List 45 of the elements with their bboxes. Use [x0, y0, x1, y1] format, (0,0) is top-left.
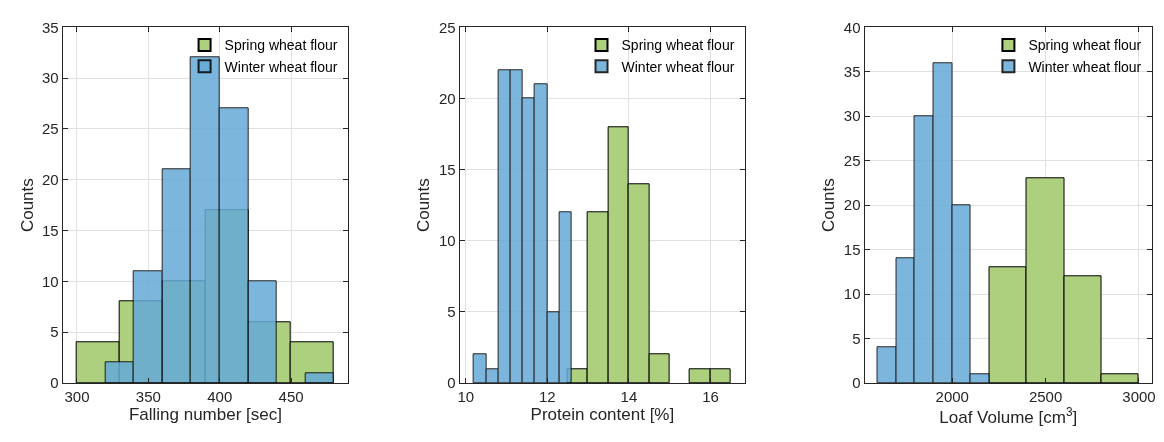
- legend-label: Winter wheat flour: [224, 58, 338, 75]
- legend-label: Winter wheat flour: [621, 58, 735, 75]
- x-tick-label: 12: [538, 388, 556, 406]
- y-tick-label: 5: [50, 323, 59, 341]
- x-tick-label: 450: [278, 388, 304, 406]
- x-tick-label: 2500: [1028, 388, 1063, 406]
- x-tick-label: 350: [135, 388, 161, 406]
- x-tick-label: 300: [64, 388, 90, 406]
- x-tick-label: 2000: [935, 388, 969, 406]
- y-tick-label: 20: [438, 89, 456, 107]
- y-axis-title: Counts: [819, 178, 839, 233]
- y-tick-label: 25: [438, 18, 456, 36]
- x-tick-label: 14: [620, 388, 638, 406]
- y-axis-title: Counts: [414, 178, 434, 233]
- y-tick-label: 10: [42, 272, 59, 290]
- y-tick-label: 25: [843, 151, 861, 169]
- y-tick-label: 20: [843, 196, 861, 214]
- x-tick-label: 16: [702, 388, 719, 406]
- y-tick-label: 10: [843, 285, 861, 303]
- y-tick-label: 0: [447, 374, 456, 392]
- y-tick-label: 20: [42, 170, 59, 188]
- y-tick-label: 5: [852, 329, 861, 347]
- y-tick-label: 30: [843, 107, 861, 125]
- y-tick-label: 10: [438, 231, 456, 249]
- legend-label: Spring wheat flour: [224, 37, 338, 54]
- y-tick-label: 25: [42, 120, 59, 138]
- y-tick-label: 35: [843, 62, 861, 80]
- x-axis-title: Falling number [sec]: [128, 405, 282, 425]
- legend-label: Spring wheat flour: [1028, 37, 1142, 54]
- x-axis-title: Loaf Volume [cm$^{3}$]: [939, 405, 1078, 428]
- x-tick-label: 3000: [1122, 388, 1156, 406]
- y-tick-label: 40: [843, 18, 861, 36]
- x-tick-label: 400: [207, 388, 233, 406]
- y-tick-label: 0: [852, 374, 861, 392]
- y-axis-title: Counts: [17, 178, 37, 233]
- legend-label: Spring wheat flour: [621, 37, 735, 54]
- y-tick-label: 0: [50, 374, 59, 392]
- y-tick-label: 15: [843, 240, 861, 258]
- legend-label: Winter wheat flour: [1028, 58, 1142, 75]
- y-tick-label: 30: [42, 69, 59, 87]
- y-tick-label: 15: [438, 160, 456, 178]
- y-tick-label: 35: [42, 18, 59, 36]
- y-tick-label: 5: [447, 303, 456, 321]
- x-axis-title: Protein content [%]: [530, 405, 675, 425]
- y-tick-label: 15: [42, 221, 59, 239]
